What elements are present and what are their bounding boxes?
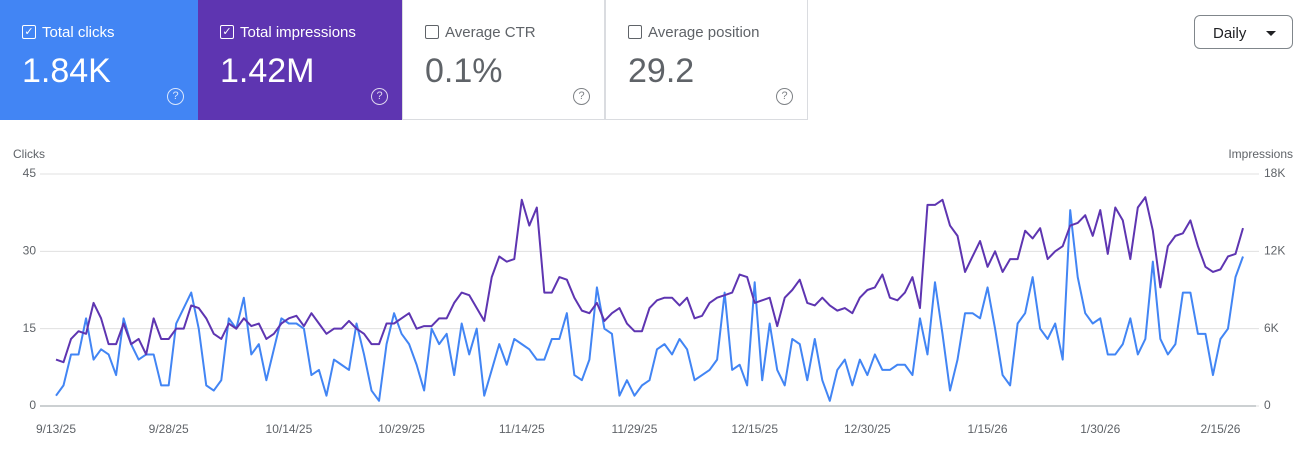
checkbox[interactable]: ✓ [220, 25, 234, 39]
metric-card[interactable]: Average CTR 0.1% ? [402, 0, 605, 120]
y2-tick-label: 6K [1264, 321, 1279, 335]
help-icon[interactable]: ? [573, 88, 590, 105]
x-tick-label: 12/15/25 [731, 422, 778, 436]
y-tick-label: 30 [23, 244, 37, 258]
metric-label: Total clicks [42, 24, 115, 41]
y-tick-label: 15 [23, 321, 37, 335]
series-line [55, 209, 1244, 402]
metric-label: Total impressions [240, 24, 356, 41]
help-icon[interactable]: ? [167, 88, 184, 105]
metric-value: 0.1% [425, 52, 503, 90]
dropdown[interactable]: Daily [1194, 15, 1293, 49]
metric-value: 29.2 [628, 52, 695, 90]
metric-label: Average position [648, 24, 760, 41]
checkbox[interactable] [628, 25, 642, 39]
metric-label: Average CTR [445, 24, 536, 41]
y2-axis-label: Impressions [1228, 147, 1293, 161]
x-tick-label: 10/29/25 [378, 422, 425, 436]
y-tick-label: 45 [23, 166, 37, 180]
checkbox[interactable] [425, 25, 439, 39]
metric-card[interactable]: ✓ Total clicks 1.84K ? [0, 0, 198, 120]
dropdown-label: Daily [1213, 25, 1247, 42]
series-line [55, 196, 1244, 364]
help-icon[interactable]: ? [776, 88, 793, 105]
metric-card[interactable]: Average position 29.2 ? [605, 0, 808, 120]
x-tick-label: 1/30/26 [1080, 422, 1120, 436]
x-tick-label: 11/29/25 [612, 422, 658, 436]
dropdown-arrow [1266, 31, 1276, 36]
x-tick-label: 9/13/25 [36, 422, 76, 436]
x-tick-label: 12/30/25 [844, 422, 891, 436]
metric-value: 1.42M [220, 52, 315, 90]
x-tick-label: 10/14/25 [266, 422, 313, 436]
checkbox[interactable]: ✓ [22, 25, 36, 39]
help-icon[interactable]: ? [371, 88, 388, 105]
x-tick-label: 1/15/26 [968, 422, 1008, 436]
metric-value: 1.84K [22, 52, 111, 90]
y2-tick-label: 12K [1264, 244, 1285, 258]
x-tick-label: 11/14/25 [499, 422, 545, 436]
y-tick-label: 0 [29, 398, 36, 412]
y2-tick-label: 0 [1264, 398, 1271, 412]
y-axis-label: Clicks [13, 147, 45, 161]
y2-tick-label: 18K [1264, 166, 1285, 180]
metric-card[interactable]: ✓ Total impressions 1.42M ? [198, 0, 402, 120]
x-tick-label: 9/28/25 [149, 422, 189, 436]
x-tick-label: 2/15/26 [1200, 422, 1240, 436]
